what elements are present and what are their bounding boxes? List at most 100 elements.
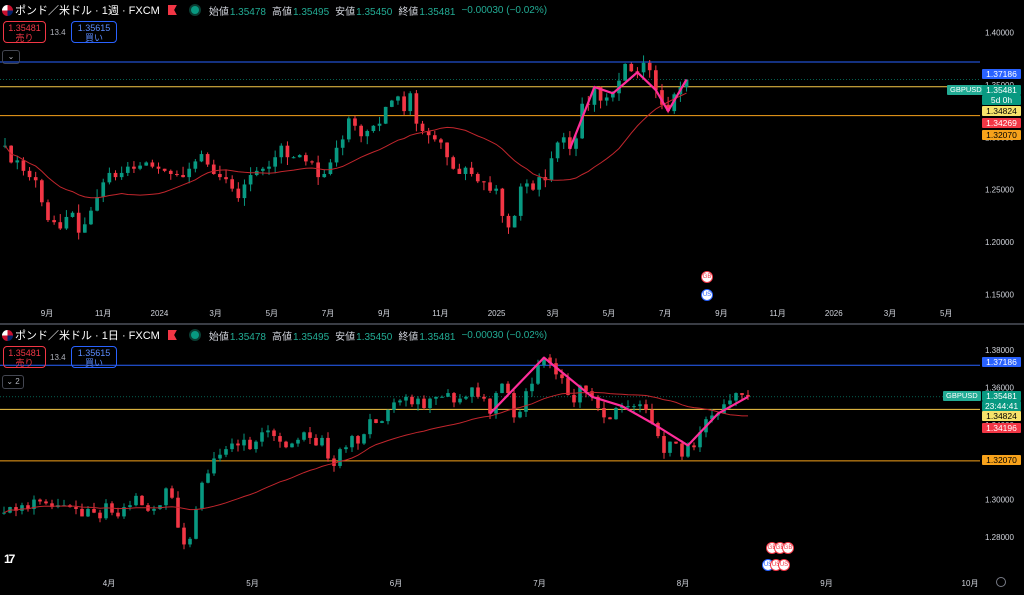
candle xyxy=(39,180,44,203)
candle xyxy=(416,398,420,405)
candle xyxy=(332,458,336,466)
candle xyxy=(38,499,42,502)
candle xyxy=(476,387,480,397)
candle xyxy=(224,177,228,180)
candle xyxy=(458,398,462,403)
weekly-chart-title[interactable]: ポンド／米ドル · 1週 · FXCM xyxy=(15,5,160,17)
candle xyxy=(439,139,443,143)
candle xyxy=(653,70,658,91)
price-axis-label: 1.40000 xyxy=(985,28,1014,37)
gb-event-icon[interactable]: GB xyxy=(701,271,713,283)
daily-chart-pane[interactable]: 4月5月6月7月8月9月10月1.380001.360001.340001.32… xyxy=(0,325,1024,595)
weekly-change: −0.00030 (−0.02%) xyxy=(461,4,548,16)
candle xyxy=(101,182,106,198)
weekly-buy-button[interactable]: 1.35615 買い xyxy=(71,21,117,43)
candle xyxy=(386,409,390,422)
flag-icon[interactable] xyxy=(167,330,177,340)
candle xyxy=(404,396,408,401)
market-open-status-icon xyxy=(190,331,199,339)
candle xyxy=(44,501,48,504)
candle xyxy=(211,164,216,174)
candle xyxy=(674,441,678,444)
daily-collapse-indicators-button[interactable]: ⌄ 2 xyxy=(2,375,24,389)
candle xyxy=(181,175,185,178)
candle xyxy=(475,173,480,182)
candle xyxy=(728,400,732,405)
daily-chart-plot[interactable]: 4月5月6月7月8月9月10月1.380001.360001.340001.32… xyxy=(0,325,1024,595)
gb-event-icon[interactable]: GB xyxy=(782,542,794,554)
weekly-ma-tag: 1.34269 xyxy=(982,118,1021,128)
candle xyxy=(451,157,456,169)
candle xyxy=(291,157,296,159)
daily-buy-button[interactable]: 1.35615 買い xyxy=(71,346,117,368)
us-event-icon[interactable]: US xyxy=(701,289,713,301)
gbpusd-symbol-icon[interactable] xyxy=(2,4,13,16)
time-axis-label: 7月 xyxy=(659,309,671,318)
candle xyxy=(125,166,130,173)
time-axis-label: 5月 xyxy=(246,579,258,588)
us-event-icon[interactable]: US xyxy=(778,559,790,571)
candle xyxy=(32,499,36,509)
candle xyxy=(320,437,324,446)
candle xyxy=(662,436,666,453)
candle xyxy=(530,383,534,392)
candle xyxy=(33,177,38,181)
daily-countdown-tag: 23:44:41 xyxy=(982,401,1021,411)
weekly-current-price-tag: 1.35481 xyxy=(982,85,1021,95)
candle xyxy=(572,394,576,403)
time-axis-label: 11月 xyxy=(769,309,785,318)
tradingview-logo-icon[interactable]: 17 xyxy=(4,552,15,566)
candle xyxy=(365,131,370,137)
candle xyxy=(64,216,69,229)
candle xyxy=(506,215,511,228)
candle xyxy=(27,170,32,178)
candle xyxy=(560,374,564,379)
candle xyxy=(285,145,290,158)
weekly-collapse-indicators-button[interactable]: ⌄ xyxy=(2,50,20,64)
candle xyxy=(518,186,523,216)
candle xyxy=(377,123,382,126)
candle xyxy=(248,439,252,450)
daily-sell-button[interactable]: 1.35481 売り xyxy=(3,346,46,368)
candle xyxy=(410,396,414,405)
candle xyxy=(242,184,247,199)
candle xyxy=(512,215,517,228)
candle xyxy=(660,90,664,105)
time-axis-label: 7月 xyxy=(533,579,545,588)
time-axis-label: 2025 xyxy=(488,309,506,318)
moving-average-line xyxy=(4,92,687,199)
pane-divider[interactable] xyxy=(0,323,1024,325)
candle xyxy=(408,93,413,112)
candle xyxy=(445,142,449,158)
candle xyxy=(46,202,50,221)
candle xyxy=(686,445,690,457)
weekly-sell-button[interactable]: 1.35481 売り xyxy=(3,21,46,43)
daily-chart-title[interactable]: ポンド／米ドル · 1日 · FXCM xyxy=(15,330,160,342)
candle xyxy=(420,123,425,132)
candle xyxy=(26,505,30,509)
candle xyxy=(482,181,486,183)
gbpusd-symbol-icon[interactable] xyxy=(2,329,13,341)
candle xyxy=(578,385,582,403)
flag-icon[interactable] xyxy=(167,5,177,15)
weekly-chart-plot[interactable]: 9月 11月 2024 3月 5月 7月 9月 11月 2025 3月 5月 7月 9月 11月 2026 3… xyxy=(0,0,1024,323)
candle xyxy=(188,538,192,545)
moving-average-line xyxy=(3,391,748,514)
candle xyxy=(666,104,670,112)
candle xyxy=(396,96,400,101)
candle xyxy=(555,142,560,159)
price-axis-label: 1.20000 xyxy=(985,238,1014,247)
time-axis-label: 3月 xyxy=(209,309,221,318)
candle xyxy=(488,182,492,191)
time-axis-label: 2024 xyxy=(151,309,169,318)
candle xyxy=(568,137,572,149)
candle xyxy=(746,394,750,397)
candle xyxy=(316,162,320,178)
candle xyxy=(740,393,744,395)
candle xyxy=(537,177,542,190)
weekly-chart-pane[interactable]: 9月 11月 2024 3月 5月 7月 9月 11月 2025 3月 5月 7月 9月 11月 2026 3… xyxy=(0,0,1024,323)
settings-icon[interactable] xyxy=(996,577,1006,587)
time-axis-label: 11月 xyxy=(95,309,111,318)
candle xyxy=(668,441,672,453)
time-axis-label: 5月 xyxy=(940,309,952,318)
